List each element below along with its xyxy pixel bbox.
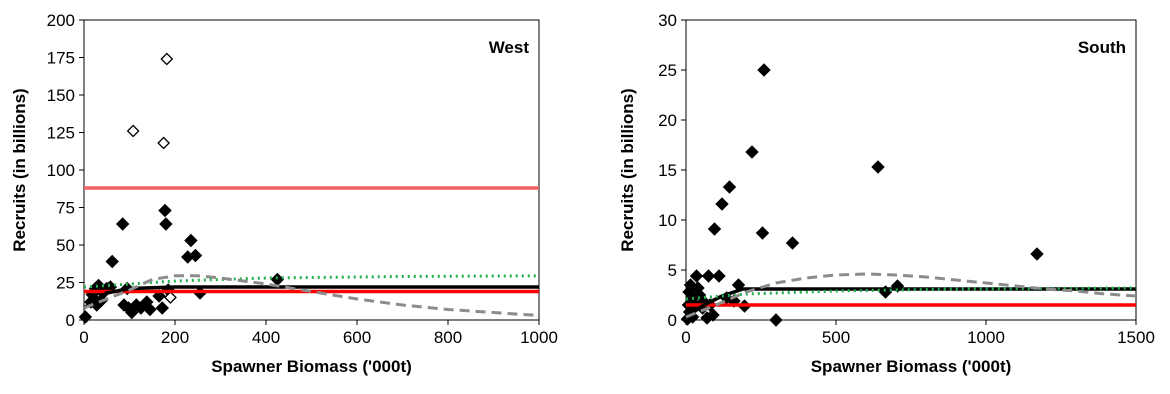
data-point-open <box>157 136 171 150</box>
x-tick-label: 1000 <box>520 328 558 347</box>
y-tick-label: 0 <box>668 311 677 330</box>
y-tick-label: 5 <box>668 261 677 280</box>
x-tick-label: 600 <box>343 328 371 347</box>
data-point <box>701 269 716 283</box>
x-tick-label: 400 <box>252 328 280 347</box>
data-point <box>757 63 771 77</box>
data-point <box>155 301 169 315</box>
x-tick-label: 800 <box>434 328 462 347</box>
y-tick-label: 25 <box>658 61 677 80</box>
y-tick-label: 150 <box>47 86 75 105</box>
y-axis-title: Recruits (in billions) <box>10 88 29 251</box>
data-point <box>755 226 770 240</box>
y-tick-label: 15 <box>658 161 677 180</box>
y-tick-label: 200 <box>47 11 75 30</box>
data-point <box>1030 247 1044 261</box>
data-point <box>715 197 729 211</box>
y-tick-label: 10 <box>658 211 677 230</box>
x-tick-label: 0 <box>681 328 690 347</box>
x-axis-title: Spawner Biomass ('000t) <box>211 357 412 376</box>
data-point <box>722 180 737 194</box>
fitted-curve-dotted <box>685 286 1137 301</box>
y-tick-label: 25 <box>56 274 75 293</box>
data-point <box>105 254 119 269</box>
x-axis-title: Spawner Biomass ('000t) <box>811 357 1012 376</box>
x-tick-label: 1500 <box>1117 328 1155 347</box>
panel-label: South <box>1078 38 1126 57</box>
data-point <box>745 145 759 159</box>
y-tick-label: 30 <box>658 11 677 30</box>
data-point-open <box>164 291 177 304</box>
data-point <box>184 233 198 248</box>
y-tick-label: 175 <box>47 49 75 68</box>
data-point-open <box>126 124 140 138</box>
data-point <box>115 217 130 231</box>
data-point <box>689 269 704 283</box>
x-tick-label: 0 <box>79 328 88 347</box>
fitted-curve-dotted <box>83 274 540 289</box>
west-chart-panel: 0 25 50 75 100 125 150 175 200 0 200 400 600 800 1000 W… <box>10 11 558 376</box>
x-tick-label: 500 <box>822 328 850 347</box>
data-point <box>158 203 172 218</box>
x-tick-label: 1000 <box>967 328 1005 347</box>
y-tick-label: 75 <box>56 199 75 218</box>
y-tick-label: 0 <box>66 311 75 330</box>
y-tick-label: 20 <box>658 111 677 130</box>
x-tick-label: 200 <box>161 328 189 347</box>
data-point <box>188 248 203 263</box>
data-point <box>712 269 726 283</box>
data-point <box>78 310 93 324</box>
data-point-open <box>160 52 174 66</box>
y-tick-label: 50 <box>56 236 75 255</box>
plot-frame <box>83 19 540 321</box>
data-point <box>159 217 173 231</box>
south-chart-panel: 0 5 10 15 20 25 30 0 500 1000 1500 South Spawner Bio… <box>618 11 1155 376</box>
fitted-curve-dashed <box>83 274 540 317</box>
data-point <box>785 236 800 250</box>
y-axis-title: Recruits (in billions) <box>618 88 637 251</box>
data-point <box>769 313 783 327</box>
fitted-curve-dashed <box>685 272 1137 319</box>
data-point <box>707 222 722 236</box>
y-tick-label: 125 <box>47 124 75 143</box>
y-tick-label: 100 <box>47 161 75 180</box>
panel-label: West <box>489 38 530 57</box>
data-point <box>143 302 157 317</box>
data-point <box>871 160 885 174</box>
data-point <box>706 308 720 322</box>
